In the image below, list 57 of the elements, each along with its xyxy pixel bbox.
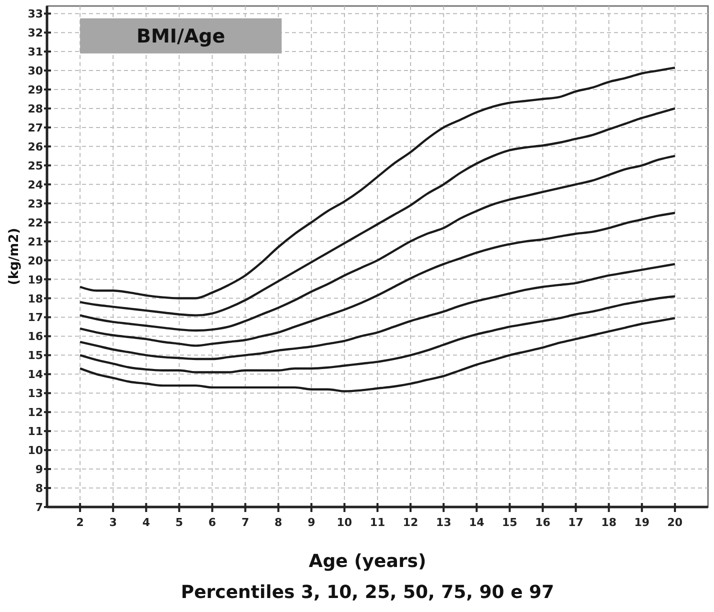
y-tick-label: 22: [28, 216, 43, 230]
y-axis-title: (kg/m2): [7, 228, 22, 286]
line-series: [78, 262, 676, 360]
x-tick-label: 18: [601, 516, 617, 529]
x-tick-label: 5: [175, 516, 184, 529]
line-series: [78, 212, 676, 347]
y-tick-label: 30: [28, 64, 44, 78]
y-tick-label: 10: [28, 444, 44, 458]
x-tick-label: 12: [402, 516, 418, 529]
x-tick-label: 8: [274, 516, 282, 529]
y-tick-label: 15: [28, 349, 43, 362]
y-tick-label: 25: [28, 159, 43, 172]
y-tick-label: 16: [28, 330, 44, 344]
text: BMI/Age: [136, 25, 226, 48]
y-tick-label: 17: [28, 311, 43, 324]
y-tick-label: 14: [28, 368, 44, 382]
y-tick-label: 31: [28, 46, 43, 59]
x-tick-label: 3: [109, 516, 117, 529]
y-tick-label: 28: [28, 102, 43, 116]
line-series: [78, 317, 676, 392]
x-tick-label: 13: [436, 516, 452, 529]
x-tick-label: 14: [468, 516, 485, 529]
y-tick-label: 33: [28, 8, 43, 21]
x-tick-label: 20: [667, 516, 683, 529]
x-tick-label: 17: [568, 516, 584, 529]
line-series: [78, 154, 676, 332]
x-tick-label: 11: [370, 516, 386, 529]
y-tick-label: 19: [28, 273, 43, 286]
y-tick-label: 7: [35, 501, 43, 514]
y-tick-label: 18: [28, 292, 43, 306]
y-tick-label: 23: [28, 197, 43, 210]
x-tick-label: 10: [336, 516, 352, 529]
x-tick-label: 7: [241, 516, 250, 529]
x-tick-label: 9: [308, 516, 316, 529]
y-tick-label: 12: [28, 406, 43, 420]
x-tick-label: 19: [634, 516, 650, 529]
line-series: [78, 107, 676, 316]
x-tick-label: 15: [502, 516, 518, 529]
x-axis-title: Age (years): [308, 551, 426, 572]
y-tick-label: 27: [28, 121, 43, 134]
y-tick-label: 29: [28, 84, 43, 96]
y-tick-label: 21: [28, 235, 43, 248]
y-tick-label: 13: [28, 387, 43, 400]
y-tick-label: 20: [28, 254, 44, 268]
y-tick-label: 26: [28, 140, 44, 154]
y-tick-label: 9: [35, 463, 43, 476]
y-tick-label: 24: [28, 178, 44, 192]
line-series: [78, 295, 676, 374]
y-tick-label: 8: [35, 482, 43, 496]
y-tick-label: 11: [28, 425, 43, 438]
line-series: [78, 66, 676, 300]
x-tick-label: 2: [76, 516, 84, 529]
y-tick-label: 32: [28, 26, 43, 40]
x-tick-label: 16: [535, 516, 551, 529]
x-tick-label: 4: [142, 516, 150, 529]
text: Percentiles 3, 10, 25, 50, 75, 90 e 97: [180, 582, 554, 603]
x-tick-label: 6: [208, 516, 216, 529]
